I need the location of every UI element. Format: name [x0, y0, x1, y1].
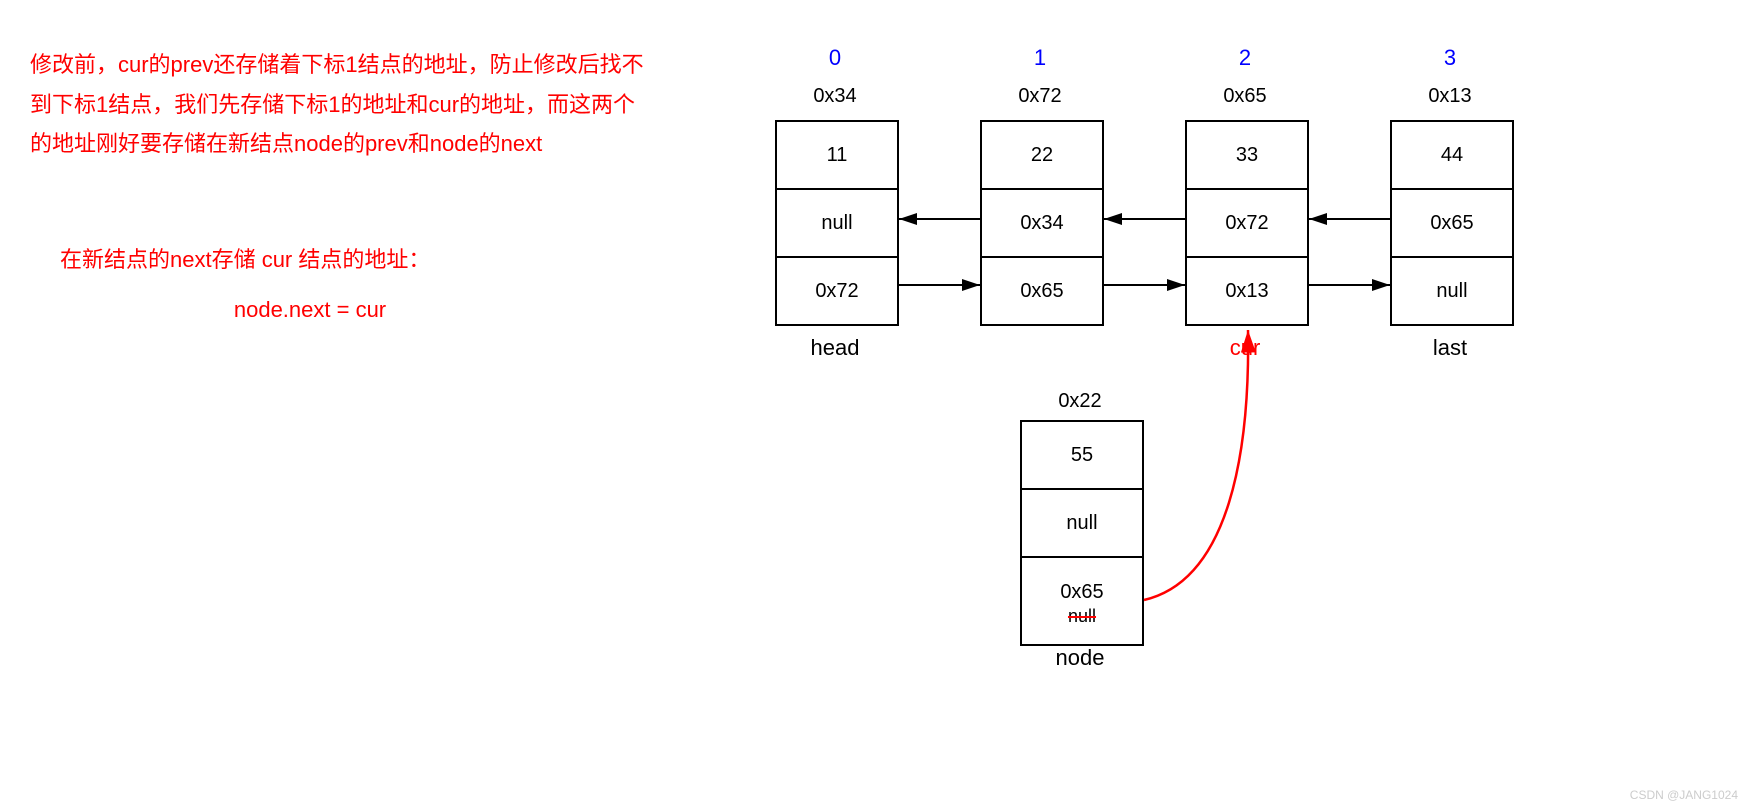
index-3: 3 [1390, 45, 1510, 71]
label-cur: cur [1185, 335, 1305, 361]
index-1: 1 [980, 45, 1100, 71]
addr-2: 0x65 [1185, 85, 1305, 108]
node-1-next: 0x65 [982, 258, 1102, 324]
node-3-prev: 0x65 [1392, 190, 1512, 258]
addr-0: 0x34 [775, 85, 895, 108]
arrow-node-next-to-cur [1144, 330, 1248, 600]
node-new-next-old: null [1068, 606, 1096, 627]
node-1-val: 22 [982, 122, 1102, 190]
node-1: 22 0x34 0x65 [980, 120, 1104, 326]
para2-line1: 在新结点的next存储 cur 结点的地址： [60, 240, 560, 280]
node-2-prev: 0x72 [1187, 190, 1307, 258]
node-new-next: 0x65 null [1022, 558, 1142, 644]
node-0-prev: null [777, 190, 897, 258]
node-1-prev: 0x34 [982, 190, 1102, 258]
addr-3: 0x13 [1390, 85, 1510, 108]
description-paragraph-1: 修改前，cur的prev还存储着下标1结点的地址，防止修改后找不到下标1结点，我… [30, 45, 650, 164]
watermark: CSDN @JANG1024 [1630, 788, 1738, 802]
node-0-val: 11 [777, 122, 897, 190]
node-3-next: null [1392, 258, 1512, 324]
addr-new: 0x22 [1020, 390, 1140, 413]
addr-1: 0x72 [980, 85, 1100, 108]
label-last: last [1390, 335, 1510, 361]
node-2-val: 33 [1187, 122, 1307, 190]
node-new-prev: null [1022, 490, 1142, 558]
node-0-next: 0x72 [777, 258, 897, 324]
para2-line2: node.next = cur [60, 290, 560, 330]
label-head: head [775, 335, 895, 361]
node-2-next: 0x13 [1187, 258, 1307, 324]
node-0: 11 null 0x72 [775, 120, 899, 326]
node-new: 55 null 0x65 null [1020, 420, 1144, 646]
description-paragraph-2: 在新结点的next存储 cur 结点的地址： node.next = cur [60, 240, 560, 329]
node-new-val: 55 [1022, 422, 1142, 490]
node-3-val: 44 [1392, 122, 1512, 190]
index-2: 2 [1185, 45, 1305, 71]
label-node: node [1020, 645, 1140, 671]
node-new-next-new: 0x65 [1060, 581, 1103, 604]
node-3: 44 0x65 null [1390, 120, 1514, 326]
node-2: 33 0x72 0x13 [1185, 120, 1309, 326]
index-0: 0 [775, 45, 895, 71]
